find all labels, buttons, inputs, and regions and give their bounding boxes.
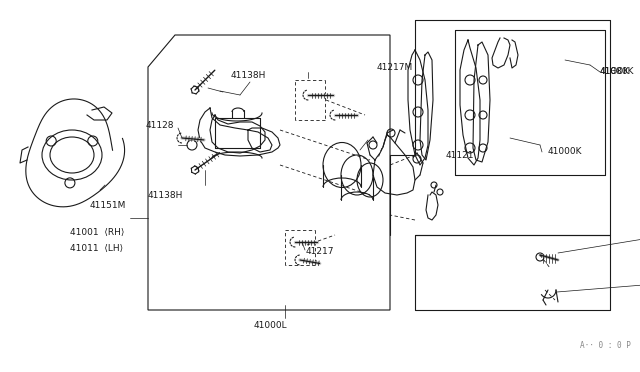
Text: 41001  ⟨RH⟩: 41001 ⟨RH⟩	[70, 228, 124, 237]
Text: 41217M: 41217M	[377, 62, 413, 71]
Text: 41151M: 41151M	[90, 201, 126, 209]
Text: 41138H: 41138H	[230, 71, 266, 80]
Text: 41000K: 41000K	[548, 148, 582, 157]
Text: 41011  ⟨LH⟩: 41011 ⟨LH⟩	[70, 244, 123, 253]
Text: 41080K: 41080K	[600, 67, 634, 77]
Text: 41217: 41217	[306, 247, 334, 257]
Text: 41138H: 41138H	[147, 190, 182, 199]
Text: A·· 0 : 0 P: A·· 0 : 0 P	[580, 340, 631, 350]
Text: 41121: 41121	[445, 151, 474, 160]
Text: 41000L: 41000L	[253, 321, 287, 330]
Text: 41Θ0K: 41Θ0K	[600, 67, 630, 77]
Text: 41128: 41128	[146, 121, 174, 129]
